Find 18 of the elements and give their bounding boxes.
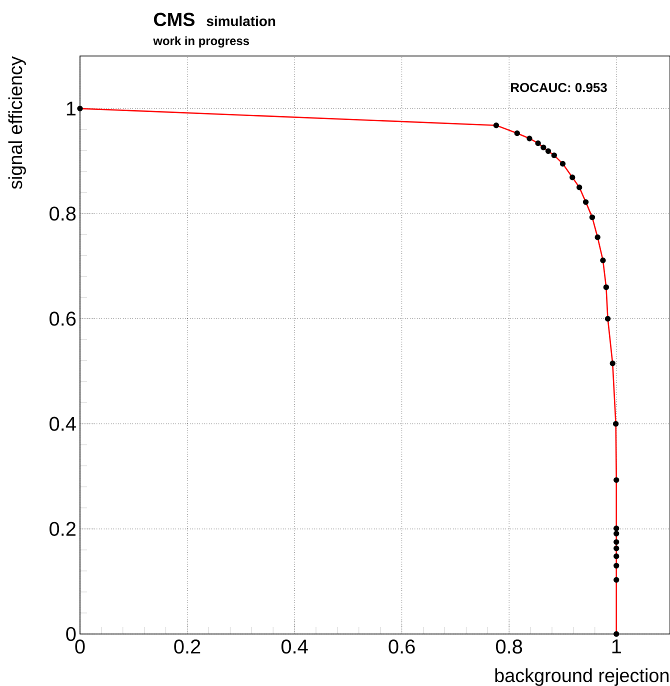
x-axis-title: background rejection	[495, 668, 668, 686]
x-tick-label: 0	[75, 640, 85, 654]
y-tick-label: 0.2	[49, 522, 76, 536]
x-tick-label: 0.8	[496, 640, 522, 654]
annotation: ROCAUC: 0.953	[510, 82, 607, 92]
chart-subtitle: simulation	[206, 16, 275, 26]
y-tick-label: 0.4	[49, 416, 76, 431]
x-tick-label: 0.2	[174, 640, 200, 654]
x-tick-label: 1	[612, 640, 621, 654]
y-tick-label: 0	[66, 626, 76, 642]
x-tick-label: 0.4	[281, 640, 308, 654]
y-axis-title: signal efficiency	[8, 56, 26, 189]
y-tick-label: 0.8	[49, 206, 76, 221]
x-tick-label: 0.6	[388, 640, 415, 654]
y-tick-label: 0.6	[49, 312, 76, 326]
chart-title: CMS	[154, 12, 194, 26]
text: work in progress	[152, 36, 249, 48]
y-tick-label: 1	[66, 102, 76, 116]
